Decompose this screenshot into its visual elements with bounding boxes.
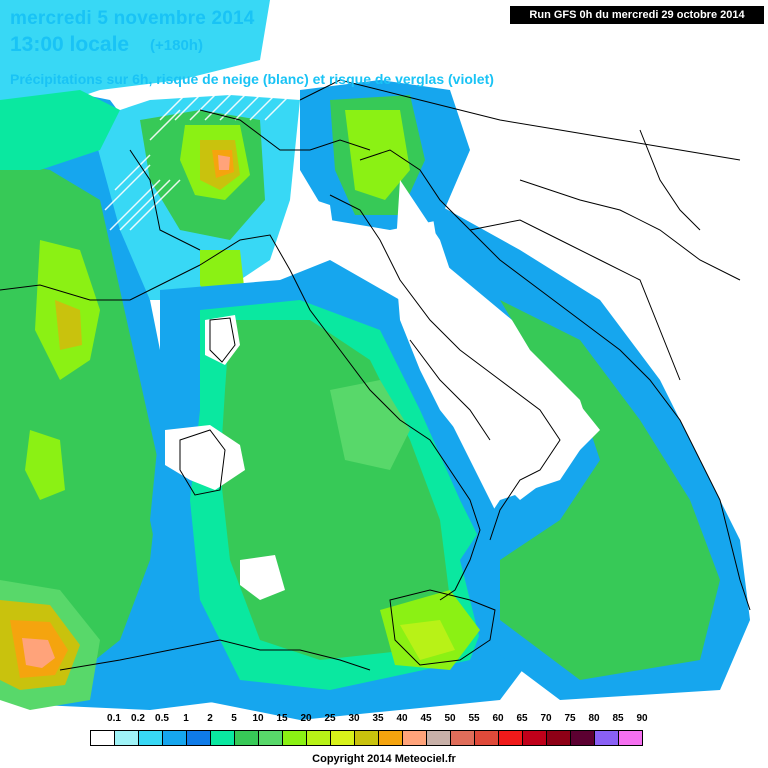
legend-label: 10 (252, 713, 264, 724)
legend-swatch (138, 730, 163, 746)
legend-label: 15 (276, 713, 288, 724)
coastline-italy-east (329, 194, 561, 541)
legend-label: 30 (348, 713, 360, 724)
dry-zone-po-valley (295, 195, 335, 250)
coastline-france-south (0, 264, 201, 301)
legend-label: 65 (516, 713, 528, 724)
legend-swatch (474, 730, 499, 746)
legend-swatch (354, 730, 379, 746)
legend-label: 75 (564, 713, 576, 724)
coastline-adriatic-east (359, 149, 701, 461)
legend-label: 20 (300, 713, 312, 724)
legend-label: 45 (420, 713, 432, 724)
precip-zone-west-lime2 (25, 430, 65, 500)
legend-swatch (594, 730, 619, 746)
legend-label: 55 (468, 713, 480, 724)
precip-zone-northwest-blue (0, 0, 270, 120)
precip-zone-west-olive (55, 300, 82, 350)
border-east-1 (519, 179, 741, 281)
border-balkans-interior (469, 219, 681, 381)
model-run-info: Run GFS 0h du mercredi 29 octobre 2014 (510, 6, 764, 24)
legend-swatch (618, 730, 643, 746)
coastlines (0, 79, 751, 671)
coastline-italy-west (199, 234, 481, 601)
border-north (299, 79, 741, 161)
legend-swatch (498, 730, 523, 746)
legend-label: 35 (372, 713, 384, 724)
legend-swatch (258, 730, 283, 746)
legend-label: 5 (231, 713, 237, 724)
legend-label: 70 (540, 713, 552, 724)
legend-swatch (522, 730, 547, 746)
coastline-sardinia (179, 429, 226, 496)
border-france-switzerland (129, 149, 201, 251)
forecast-offset: (+180h) (150, 37, 203, 54)
legend-swatch (210, 730, 235, 746)
legend-swatches (90, 730, 643, 746)
legend-swatch (90, 730, 115, 746)
legend-label: 1 (183, 713, 189, 724)
legend-swatch (306, 730, 331, 746)
legend-swatch (162, 730, 187, 746)
legend-label: 50 (444, 713, 456, 724)
copyright-notice: Copyright 2014 Meteociel.fr (312, 753, 456, 765)
legend-label: 80 (588, 713, 600, 724)
legend-label: 90 (636, 713, 648, 724)
precip-zone-alps-salmon (218, 155, 230, 170)
legend-swatch (546, 730, 571, 746)
legend-swatch (234, 730, 259, 746)
forecast-time: 13:00 locale (10, 33, 130, 56)
dry-zone-sardinia (165, 425, 245, 490)
legend-swatch (114, 730, 139, 746)
precip-zone-tyrrhenian-lime (330, 380, 410, 470)
dry-zone-italy-east (395, 180, 600, 500)
legend-label: 60 (492, 713, 504, 724)
legend-label: 0.2 (131, 713, 145, 724)
coastline-balkans-south (699, 459, 751, 611)
coastline-north-africa (59, 639, 371, 671)
legend-swatch (330, 730, 355, 746)
legend-swatch (402, 730, 427, 746)
precip-zone-balkans-green (500, 300, 720, 680)
map-subtitle: Précipitations sur 6h, risque de neige (… (10, 71, 494, 87)
dry-zone-northeast-corner (520, 0, 768, 100)
legend-labels: 0.1 0.2 0.5 1 2 5 10 15 20 25 30 35 40 45 50 55 60 65 70 75… (90, 713, 690, 729)
legend-swatch (450, 730, 475, 746)
legend-swatch (378, 730, 403, 746)
dry-zone-corsica (205, 315, 240, 365)
legend-swatch (186, 730, 211, 746)
forecast-date: mercredi 5 novembre 2014 (10, 8, 255, 29)
border-italy-regions (409, 339, 491, 441)
border-east-2 (639, 129, 701, 231)
legend-label: 0.5 (155, 713, 169, 724)
legend-swatch (282, 730, 307, 746)
legend-label: 2 (207, 713, 213, 724)
precip-zone-southwest-salmon (22, 638, 55, 668)
precip-zone-adriatic-north-lime (345, 110, 410, 200)
coastline-sicily (389, 589, 496, 666)
precipitation-fields (0, 0, 768, 720)
legend-label: 85 (612, 713, 624, 724)
legend-label: 40 (396, 713, 408, 724)
precip-zone-sicily-olive (400, 620, 455, 660)
dry-zone-north-africa-west (240, 555, 285, 600)
coastline-corsica (209, 317, 236, 363)
legend-swatch (570, 730, 595, 746)
legend-label: 25 (324, 713, 336, 724)
dry-zone-north (260, 0, 510, 70)
border-alps (199, 109, 371, 151)
legend-swatch (426, 730, 451, 746)
dry-zone-balkans-north (480, 90, 768, 420)
precip-zone-northwest-teal (0, 90, 120, 170)
legend-label: 0.1 (107, 713, 121, 724)
